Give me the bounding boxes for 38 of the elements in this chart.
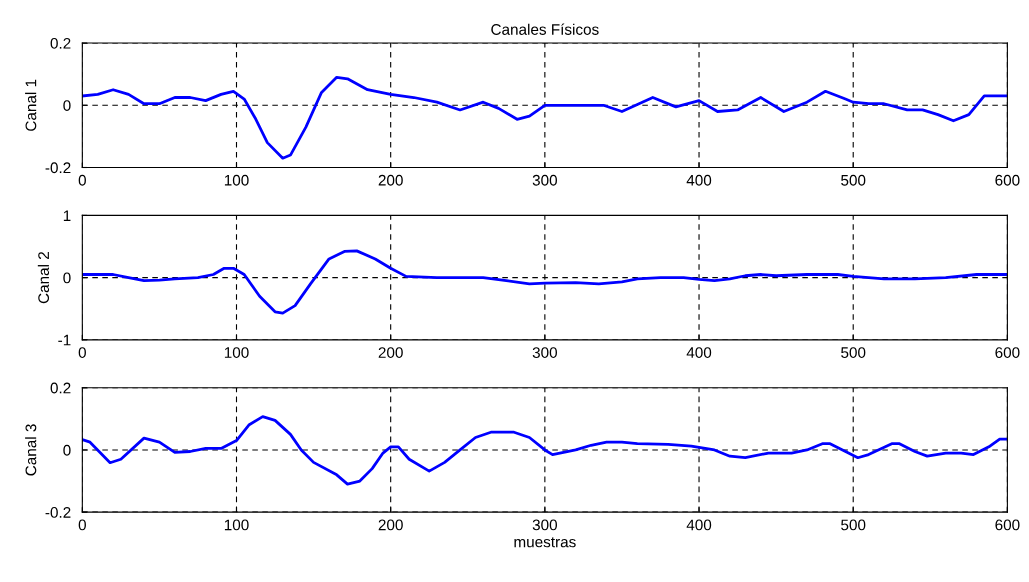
x-tick-label: 500 <box>841 174 866 186</box>
y-tick-label: 0 <box>63 100 71 111</box>
x-tick-label: 200 <box>378 519 403 531</box>
y-axis-title: Canal 2 <box>37 252 50 304</box>
x-tick-label: 300 <box>532 174 557 186</box>
y-axis-title: Canal 3 <box>25 424 37 476</box>
x-tick-label: 500 <box>841 347 866 358</box>
x-tick-label: 300 <box>532 519 557 531</box>
x-tick-label: 200 <box>378 174 403 186</box>
x-tick-label: 200 <box>378 347 403 358</box>
y-tick-label: 0 <box>63 444 71 456</box>
y-tick-label: -0.2 <box>45 507 71 518</box>
y-tick-label: 0 <box>63 272 71 284</box>
x-tick-label: 400 <box>686 519 712 531</box>
y-tick-label: 0.2 <box>50 382 71 394</box>
x-tick-label: 400 <box>686 347 712 358</box>
y-axis-title: Canal 1 <box>25 79 37 131</box>
y-tick-label: 1 <box>63 210 71 221</box>
line-series <box>82 415 1008 486</box>
x-tick-label: 500 <box>841 519 866 531</box>
x-tick-label: 100 <box>224 174 249 186</box>
x-tick-label: 0 <box>78 174 86 186</box>
y-tick-label: -0.2 <box>45 162 71 174</box>
x-tick-label: 0 <box>78 347 86 358</box>
x-tick-label: 0 <box>78 519 86 531</box>
x-tick-label: 300 <box>532 347 557 358</box>
x-tick-label: 100 <box>224 519 249 531</box>
x-tick-label: 600 <box>995 519 1020 531</box>
y-tick-label: 0.2 <box>50 37 71 49</box>
x-tick-label: 600 <box>995 174 1020 186</box>
x-axis-title: muestras <box>514 537 576 548</box>
x-tick-label: 400 <box>686 174 712 186</box>
x-tick-label: 600 <box>995 347 1020 358</box>
y-tick-label: -1 <box>58 334 71 346</box>
x-tick-label: 100 <box>224 347 249 358</box>
chart-title: Canales Físicos <box>491 23 599 35</box>
line-series <box>82 249 1008 315</box>
line-series <box>82 75 1008 160</box>
